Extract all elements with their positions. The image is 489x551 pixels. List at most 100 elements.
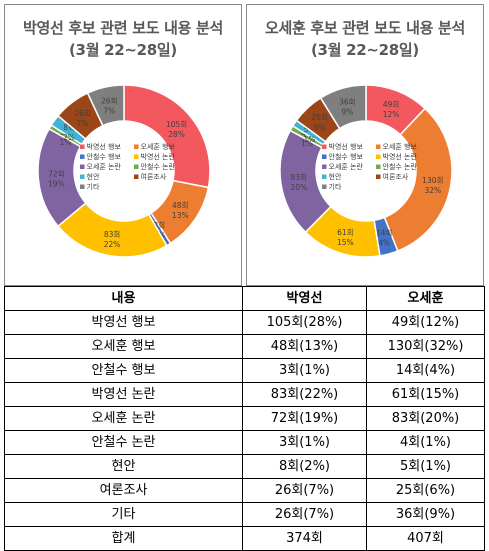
oh-value-cell: 25회(6%) (366, 478, 485, 503)
row-label: 박영선 논란 (4, 382, 243, 407)
donut-chart-park: 105회28%48회13%3회1%83회22%72회19%3회1%8회2%26회… (37, 84, 211, 258)
chart-title: 오세훈 후보 관련 보도 내용 분석 (264, 19, 466, 37)
legend-label: 오세훈 행보 (141, 142, 176, 151)
chart-panel-oh: 오세훈 후보 관련 보도 내용 분석 (3월 22~28일) 49회 12% 130… (246, 4, 484, 286)
legend-label: 안철수 행보 (87, 152, 122, 161)
row-label: 안철수 행보 (4, 358, 243, 383)
table-row: 기타 26회(7%) 36회(9%) (4, 502, 485, 527)
table-row: 박영선 논란 83회(22%) 61회(15%) (4, 382, 485, 407)
legend-label: 안철수 논란 (141, 162, 176, 171)
legend-label: 기타 (329, 182, 342, 191)
legend-swatch (322, 144, 327, 149)
legend-label: 박영선 논란 (141, 152, 176, 161)
legend-swatch (322, 154, 327, 159)
chart-panel-park: 박영선 후보 관련 보도 내용 분석 (3월 22~28일) 105회 28% 48… (4, 4, 242, 286)
slice-label: 61회 15% (337, 228, 354, 247)
legend-label: 오세훈 논란 (87, 162, 122, 171)
legend-label: 안철수 논란 (383, 162, 418, 171)
chart-subtitle: (3월 22~28일) (311, 41, 419, 59)
legend-label: 박영선 행보 (87, 142, 122, 151)
park-value-cell: 83회(22%) (242, 382, 367, 407)
park-value-cell: 3회(1%) (242, 430, 367, 455)
oh-value-cell: 4회(1%) (366, 430, 485, 455)
row-label: 안철수 논란 (4, 430, 243, 455)
legend-swatch (322, 174, 327, 179)
header-oh: 오세훈 (366, 286, 485, 311)
oh-value-cell: 83회(20%) (366, 406, 485, 431)
slice-label: 105회 28% (166, 120, 187, 139)
oh-value-cell: 36회(9%) (366, 502, 485, 527)
legend-swatch (134, 154, 139, 159)
table-row: 오세훈 논란 72회(19%) 83회(20%) (4, 406, 485, 431)
slice-label: 14회 4% (376, 229, 392, 248)
donut-chart-oh: 49회12%130회32%14회4%61회15%83회20%4회1%5회1%25… (279, 84, 453, 258)
legend-swatch (376, 164, 381, 169)
slice-label: 83회 22% (104, 230, 121, 249)
park-value-cell: 8회(2%) (242, 454, 367, 479)
row-label: 현안 (4, 454, 243, 479)
legend-label: 박영선 논란 (383, 152, 418, 161)
legend-swatch (376, 154, 381, 159)
chart-subtitle: (3월 22~28일) (69, 41, 177, 59)
park-value-cell: 48회(13%) (242, 334, 367, 359)
row-label: 박영선 행보 (4, 310, 243, 335)
legend-swatch (322, 164, 327, 169)
park-value-cell: 105회(28%) (242, 310, 367, 335)
legend-label: 현안 (87, 172, 100, 181)
table-row: 오세훈 행보 48회(13%) 130회(32%) (4, 334, 485, 359)
oh-value-cell: 5회(1%) (366, 454, 485, 479)
legend-label: 안철수 행보 (329, 152, 364, 161)
table-row: 안철수 논란 3회(1%) 4회(1%) (4, 430, 485, 455)
table-row: 안철수 행보 3회(1%) 14회(4%) (4, 358, 485, 383)
slice-label: 130회 32% (422, 176, 443, 195)
table-row: 합계 374회 407회 (4, 526, 485, 551)
row-label: 여론조사 (4, 478, 243, 503)
donut-slice (319, 84, 367, 130)
legend-swatch (80, 164, 85, 169)
oh-value-cell: 407회 (366, 526, 485, 551)
legend-swatch (134, 174, 139, 179)
park-value-cell: 374회 (242, 526, 367, 551)
legend-label: 오세훈 논란 (329, 162, 364, 171)
donut-slice (383, 107, 453, 252)
slice-label: 83회 20% (290, 173, 307, 192)
legend-swatch (80, 184, 85, 189)
header-park: 박영선 (242, 286, 367, 311)
slice-label: 25회 6% (311, 113, 327, 132)
legend-label: 현안 (329, 172, 342, 181)
legend-swatch (80, 154, 85, 159)
slice-label: 49회 12% (383, 100, 400, 119)
row-label: 기타 (4, 502, 243, 527)
row-label: 오세훈 논란 (4, 406, 243, 431)
table-row: 여론조사 26회(7%) 25회(6%) (4, 478, 485, 503)
table-row: 현안 8회(2%) 5회(1%) (4, 454, 485, 479)
slice-label: 26회 7% (101, 97, 117, 116)
donut-slice (86, 84, 125, 127)
slice-label: 48회 13% (172, 201, 189, 220)
slice-label: 72회 19% (48, 169, 65, 188)
park-value-cell: 72회(19%) (242, 406, 367, 431)
header-content: 내용 (4, 286, 243, 311)
slice-label: 8회 2% (63, 123, 75, 142)
legend-swatch (376, 174, 381, 179)
park-value-cell: 3회(1%) (242, 358, 367, 383)
legend-label: 오세훈 행보 (383, 142, 418, 151)
table-header-row: 내용 박영선 오세훈 (4, 286, 485, 311)
legend-label: 여론조사 (141, 172, 167, 181)
legend-swatch (80, 174, 85, 179)
slice-label: 26회 7% (74, 109, 90, 128)
row-label: 합계 (4, 526, 243, 551)
legend-swatch (322, 184, 327, 189)
legend-swatch (134, 164, 139, 169)
oh-value-cell: 61회(15%) (366, 382, 485, 407)
park-value-cell: 26회(7%) (242, 478, 367, 503)
chart-title: 박영선 후보 관련 보도 내용 분석 (22, 19, 224, 37)
row-label: 오세훈 행보 (4, 334, 243, 359)
oh-value-cell: 130회(32%) (366, 334, 485, 359)
legend-label: 여론조사 (383, 172, 409, 181)
legend-swatch (134, 144, 139, 149)
slice-label: 36회 9% (339, 98, 355, 117)
oh-value-cell: 49회(12%) (366, 310, 485, 335)
summary-table: 내용 박영선 오세훈 박영선 행보 105회(28%) 49회(12%) 오세훈 행보… (4, 286, 485, 551)
legend-label: 기타 (87, 182, 100, 191)
